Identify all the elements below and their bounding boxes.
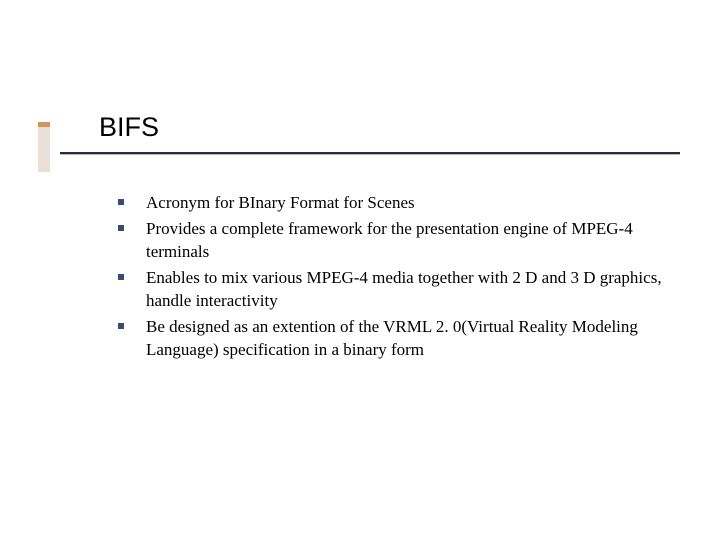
bullet-square-icon [118, 199, 124, 205]
list-item: Be designed as an extention of the VRML … [118, 316, 678, 362]
title-underline-light [60, 154, 680, 155]
bullet-text: Enables to mix various MPEG-4 media toge… [146, 268, 662, 310]
bullet-square-icon [118, 274, 124, 280]
bullet-text: Provides a complete framework for the pr… [146, 219, 633, 261]
list-item: Enables to mix various MPEG-4 media toge… [118, 267, 678, 313]
bullet-square-icon [118, 225, 124, 231]
list-item: Provides a complete framework for the pr… [118, 218, 678, 264]
bullet-text: Acronym for BInary Format for Scenes [146, 193, 415, 212]
list-item: Acronym for BInary Format for Scenes [118, 192, 678, 215]
slide-title: BIFS [99, 112, 159, 143]
title-accent-bar-light [38, 127, 50, 172]
bullet-text: Be designed as an extention of the VRML … [146, 317, 638, 359]
bullet-list: Acronym for BInary Format for Scenes Pro… [118, 192, 678, 365]
bullet-square-icon [118, 323, 124, 329]
